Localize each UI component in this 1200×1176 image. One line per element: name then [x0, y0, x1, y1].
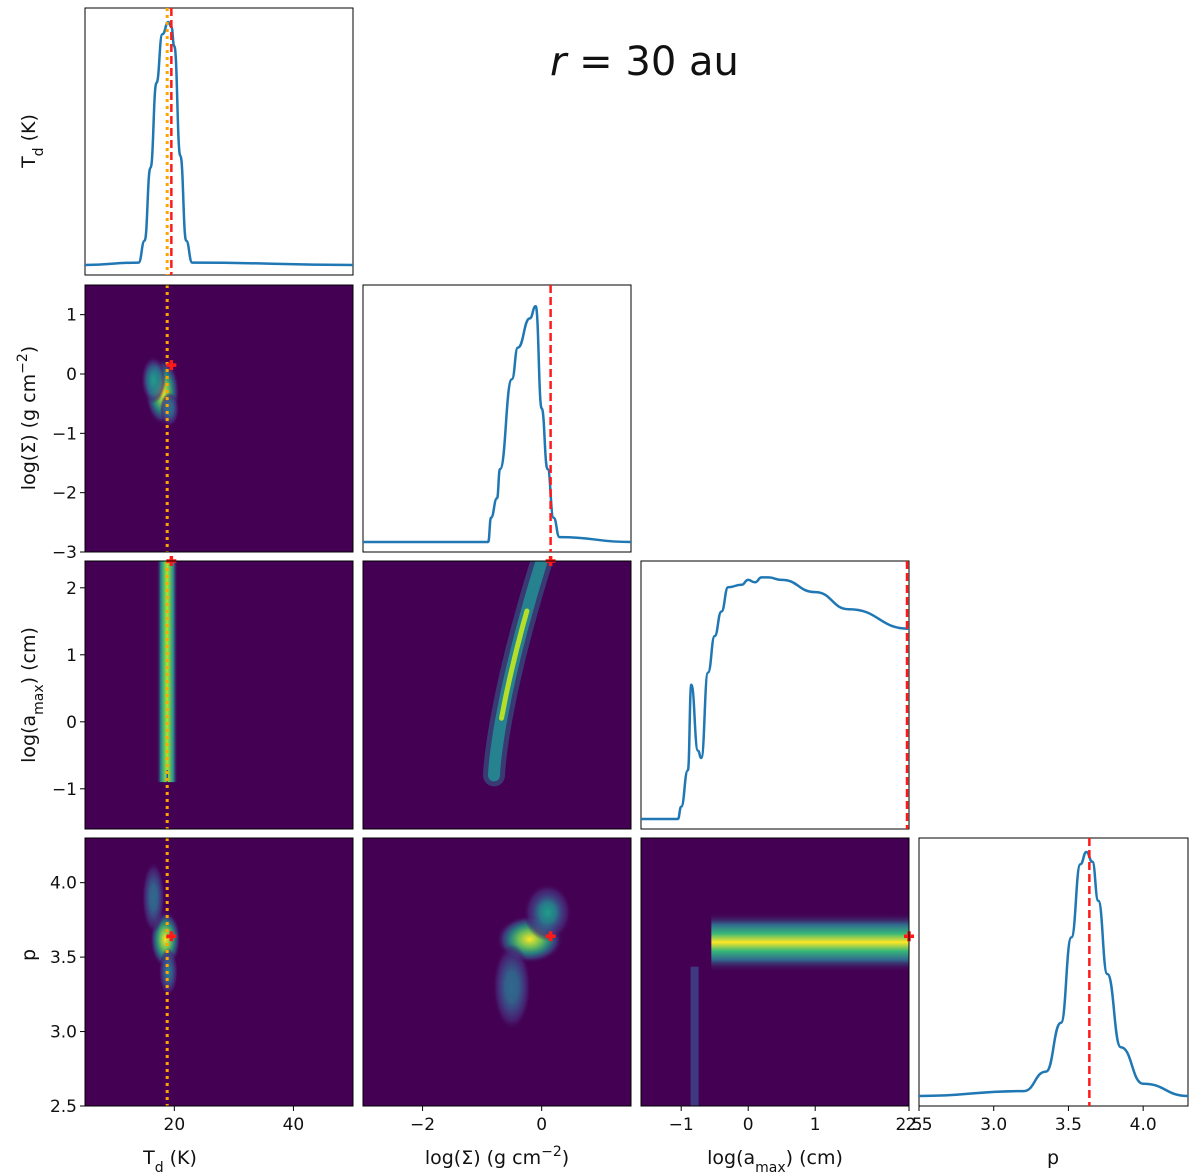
x-tick-label: 2.5 [895, 1115, 922, 1135]
panel-frame [362, 284, 632, 553]
marginal-panel-amax [640, 560, 910, 830]
density-band [156, 561, 178, 783]
joint-panel-amax-vs-Sig [362, 556, 632, 830]
y-axis-label-amax: log(amax) (cm) [18, 627, 47, 763]
y-tick-label: −3 [52, 543, 77, 563]
heatmap-background [85, 285, 353, 552]
x-axis-label-p: p [1047, 1147, 1059, 1169]
heatmap-density [690, 912, 909, 1106]
x-axis-label-Td: Td (K) [142, 1147, 197, 1176]
density-hband-tail [690, 966, 699, 1106]
density-band-tail [166, 770, 168, 783]
density-ridge-core [499, 608, 530, 721]
truth-marker [545, 931, 556, 942]
panel-frame [640, 837, 910, 1107]
joint-panel-p-vs-amax [640, 837, 914, 1107]
y-tick-label: −2 [52, 484, 77, 504]
panel-frame [84, 7, 354, 276]
x-tick-label: 20 [164, 1115, 186, 1135]
figure-title: r = 30 au [550, 39, 739, 85]
heatmap-density [141, 356, 180, 427]
x-tick-label: 2.5 [905, 1115, 932, 1135]
x-tick-label: 40 [283, 1115, 305, 1135]
y-tick-label: 0 [66, 365, 77, 385]
marginal-panel-Td [84, 7, 354, 276]
marginal-panel-p [918, 837, 1189, 1107]
marginal-curve [84, 20, 354, 267]
panel-frame [640, 560, 910, 830]
density-blob [492, 944, 531, 1030]
y-axis-label-p: p [18, 949, 40, 961]
density-blob [523, 883, 572, 942]
panel-frame [362, 837, 632, 1107]
y-axis-label-Sig: log(Σ) (g cm−2) [15, 346, 40, 490]
y-axis-label-Td: Td (K) [18, 114, 47, 169]
heatmap-density [483, 561, 553, 787]
density-blob [160, 392, 180, 427]
panel-frame [84, 560, 354, 830]
joint-panel-p-vs-Sig [362, 837, 632, 1107]
y-tick-label: 1 [66, 646, 77, 666]
x-tick-label: −1 [669, 1115, 694, 1135]
joint-panel-Sig-vs-Td [84, 284, 354, 553]
density-hband [711, 912, 909, 972]
heatmap-density [156, 561, 178, 783]
y-tick-label: 2 [66, 579, 77, 599]
marginal-panel-Sig [362, 284, 632, 553]
marginal-curve [362, 305, 632, 544]
marginal-curve [640, 576, 910, 821]
x-axis-label-Sig: log(Σ) (g cm−2) [425, 1144, 569, 1169]
heatmap-background [85, 838, 353, 1106]
y-tick-label: 3.5 [50, 948, 77, 968]
x-tick-label: 0 [536, 1115, 547, 1135]
y-tick-label: −1 [52, 424, 77, 444]
marginal-curve [918, 850, 1189, 1098]
x-tick-label: 4.0 [1130, 1115, 1157, 1135]
density-blob [142, 861, 165, 934]
panel-frame [362, 560, 632, 830]
x-axis-label-amax: log(amax) (cm) [707, 1147, 843, 1176]
panel-frame [84, 837, 354, 1107]
y-tick-label: 3.0 [50, 1023, 77, 1043]
truth-marker [166, 931, 177, 942]
truth-marker [166, 360, 177, 371]
x-tick-label: 3.5 [1055, 1115, 1082, 1135]
y-tick-label: 4.0 [50, 874, 77, 894]
y-tick-label: 0 [66, 713, 77, 733]
x-tick-label: 1 [810, 1115, 821, 1135]
y-tick-label: 1 [66, 306, 77, 326]
panel-frame [918, 837, 1189, 1107]
heatmap-background [641, 838, 909, 1106]
heatmap-density [492, 883, 572, 1030]
density-blob [141, 356, 166, 404]
y-tick-label: 2.5 [50, 1097, 77, 1117]
panel-frame [84, 284, 354, 553]
joint-panel-p-vs-Td [84, 837, 354, 1107]
x-tick-label: 3.0 [980, 1115, 1007, 1135]
joint-panel-amax-vs-Td [84, 556, 354, 830]
y-tick-label: −1 [52, 780, 77, 800]
x-tick-label: −2 [410, 1115, 435, 1135]
heatmap-background [85, 561, 353, 829]
x-tick-label: 0 [743, 1115, 754, 1135]
